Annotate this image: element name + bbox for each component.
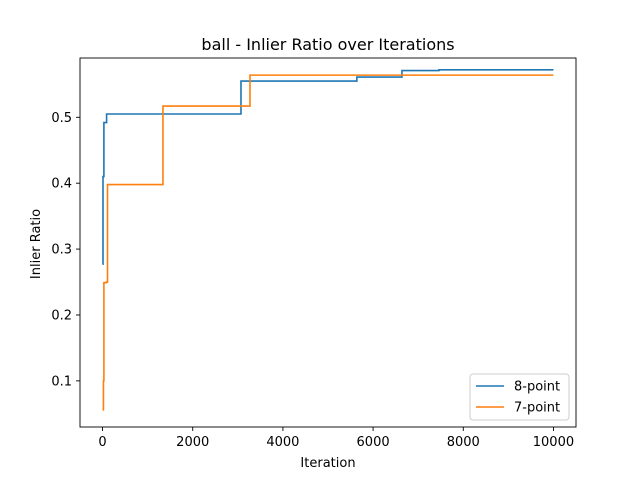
legend-label: 8-point: [514, 380, 560, 395]
x-axis-ticks: 0 2000 4000 6000 8000 10000: [98, 427, 574, 450]
y-tick-label: 0.1: [51, 374, 72, 389]
legend: 8-point 7-point: [469, 373, 570, 421]
y-tick-label: 0.2: [51, 308, 72, 323]
plot-frame: [79, 57, 577, 428]
y-axis-label: Inlier Ratio: [29, 209, 44, 279]
y-tick-label: 0.5: [51, 111, 72, 126]
series-line-8-point: [102, 69, 554, 266]
x-axis-label: Iteration: [300, 456, 355, 471]
y-axis-ticks: 0.1 0.2 0.3 0.4 0.5: [51, 111, 80, 389]
x-tick-label: 2000: [176, 435, 209, 450]
y-tick-label: 0.4: [51, 177, 72, 192]
x-tick-label: 10000: [533, 435, 574, 450]
series-line-7-point: [102, 74, 554, 411]
y-tick-label: 0.3: [51, 243, 72, 258]
chart-title: ball - Inlier Ratio over Iterations: [201, 35, 454, 54]
legend-label: 7-point: [514, 401, 560, 416]
x-tick-label: 4000: [266, 435, 299, 450]
x-tick-label: 0: [98, 435, 106, 450]
plot-area: [79, 57, 577, 428]
x-tick-label: 8000: [447, 435, 480, 450]
x-tick-label: 6000: [357, 435, 390, 450]
